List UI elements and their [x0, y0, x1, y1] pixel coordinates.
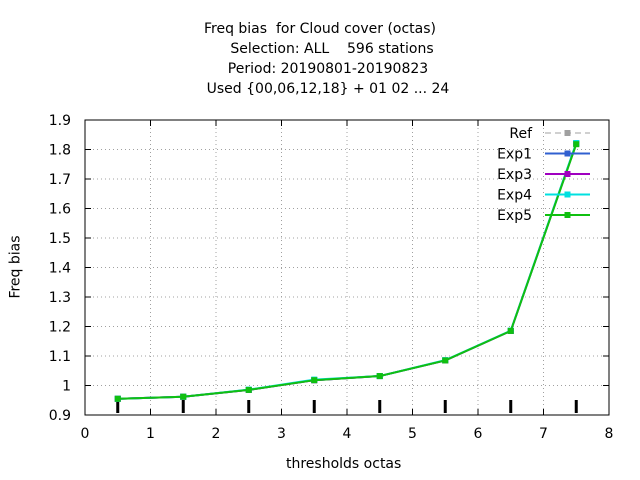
y-tick-label: 1	[62, 379, 71, 395]
legend-marker-exp5	[564, 212, 571, 218]
y-tick-label: 1.3	[49, 290, 71, 306]
legend-label-exp5: Exp5	[497, 208, 532, 224]
y-tick-label: 1.4	[49, 261, 71, 277]
series-lines	[114, 140, 580, 402]
x-tick-label: 7	[539, 426, 548, 442]
x-tick-label: 0	[81, 426, 90, 442]
x-tick-label: 5	[408, 426, 417, 442]
legend-label-exp4: Exp4	[497, 188, 532, 204]
y-tick-label: 1.5	[49, 231, 71, 247]
x-tick-label: 6	[474, 426, 483, 442]
legend-marker-exp4	[564, 191, 571, 198]
x-tick-label: 4	[343, 426, 352, 442]
legend-label-exp3: Exp3	[497, 167, 532, 183]
data-point-exp5	[311, 377, 318, 384]
x-tick-label: 3	[277, 426, 286, 442]
legend-marker-ref	[564, 130, 571, 136]
y-tick-label: 0.9	[49, 408, 71, 424]
y-tick-label: 1.7	[49, 172, 71, 188]
title-line-4: Used {00,06,12,18} + 01 02 ... 24	[206, 81, 450, 97]
x-tick-label: 1	[146, 426, 155, 442]
data-point-exp5	[114, 395, 121, 402]
series-line-exp5	[117, 143, 578, 400]
x-tick-label: 2	[212, 426, 221, 442]
data-point-exp5	[442, 357, 449, 364]
legend-marker-exp1	[564, 150, 571, 157]
y-tick-label: 1.9	[49, 113, 71, 129]
y-tick-label: 1.8	[49, 143, 71, 159]
data-point-exp5	[245, 386, 252, 393]
legend: Ref Exp1 Exp3 Exp4 Exp5	[497, 126, 590, 224]
data-point-exp5	[376, 373, 383, 380]
axes: 0 1 2 3 4 5 6 7 8 0.9 1 1.1 1.2 1.3 1.4 1.5 1.6 1.7 1.8 1.9	[49, 113, 614, 442]
x-axis-label: thresholds octas	[286, 456, 402, 472]
y-tick-label: 1.1	[49, 349, 71, 365]
data-point-exp5	[180, 393, 187, 400]
data-point-exp5	[507, 327, 514, 334]
y-tick-label: 1.6	[49, 202, 71, 218]
grid	[85, 120, 609, 415]
title-line-3: Period: 20190801-20190823	[227, 61, 429, 77]
x-tick-label: 8	[605, 426, 614, 442]
legend-label-exp1: Exp1	[497, 147, 532, 163]
title-line-1: Freq bias for Cloud cover (octas)	[203, 21, 437, 37]
data-point-exp5	[573, 141, 580, 148]
y-tick-label: 1.2	[49, 320, 71, 336]
y-axis-label: Freq bias	[7, 235, 24, 299]
legend-label-ref: Ref	[509, 126, 533, 142]
legend-marker-exp3	[564, 171, 571, 177]
title-line-2: Selection: ALL 596 stations	[230, 41, 434, 57]
